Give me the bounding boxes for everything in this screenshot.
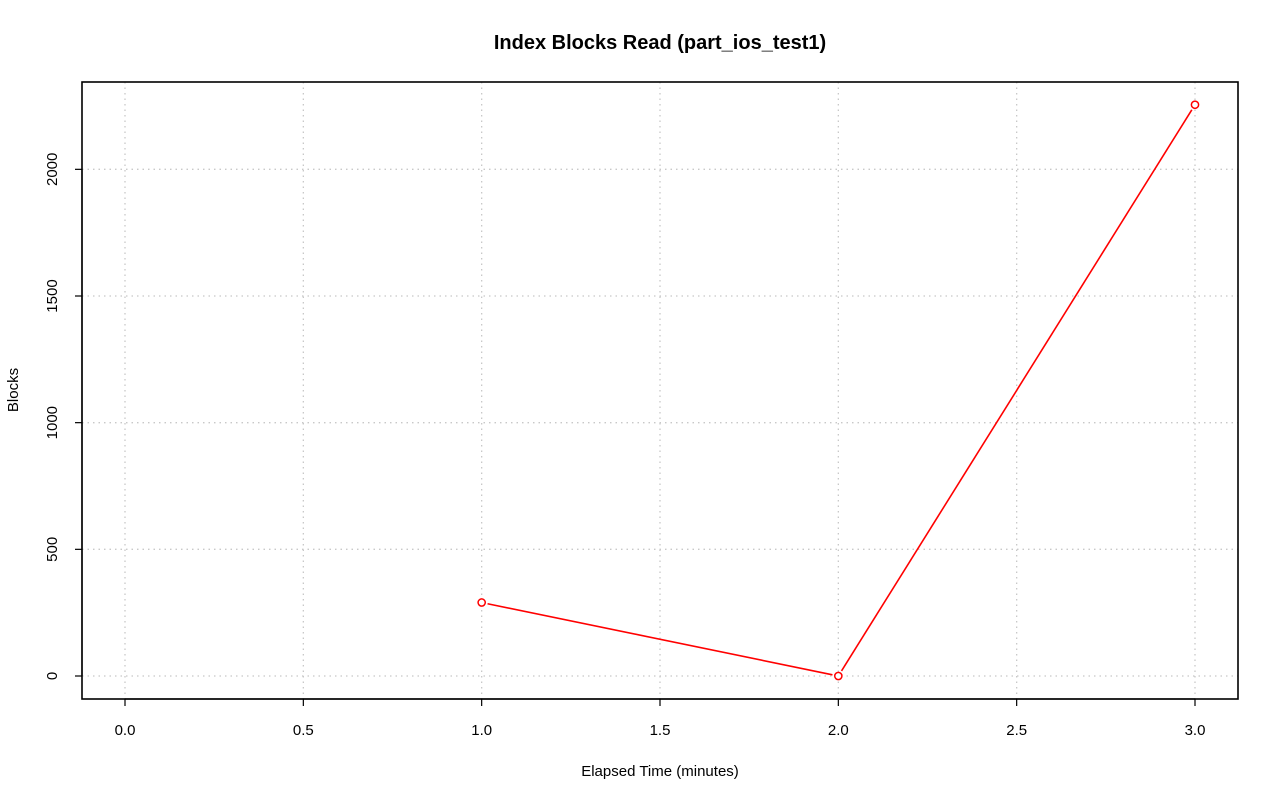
x-tick-label: 0.5: [293, 722, 314, 739]
x-tick-label: 1.5: [650, 722, 671, 739]
grid-lines: [82, 82, 1238, 699]
y-axis-label: Blocks: [5, 368, 22, 412]
y-tick-label: 2000: [44, 153, 61, 186]
data-point: [833, 671, 843, 681]
y-tick-label: 1500: [44, 279, 61, 312]
series-group: [477, 100, 1200, 681]
x-tick-label: 2.0: [828, 722, 849, 739]
series-line-segment: [840, 109, 1193, 672]
data-point: [477, 598, 487, 607]
y-tick-label: 1000: [44, 406, 61, 439]
x-tick-label: 1.0: [471, 722, 492, 739]
series-line-segment: [487, 602, 833, 676]
y-tick-label: 0: [44, 672, 61, 680]
data-point: [1190, 100, 1200, 110]
y-axis: 0 500 1000 1500 2000: [44, 153, 83, 680]
x-tick-label: 0.0: [115, 722, 136, 739]
x-axis-label: Elapsed Time (minutes): [581, 763, 739, 780]
y-tick-label: 500: [44, 537, 61, 562]
chart-title: Index Blocks Read (part_ios_test1): [494, 32, 826, 54]
x-tick-label: 2.5: [1006, 722, 1027, 739]
x-tick-label: 3.0: [1185, 722, 1206, 739]
series-0: [477, 100, 1200, 681]
x-axis: 0.0 0.5 1.0 1.5 2.0 2.5 3.0: [115, 698, 1206, 739]
